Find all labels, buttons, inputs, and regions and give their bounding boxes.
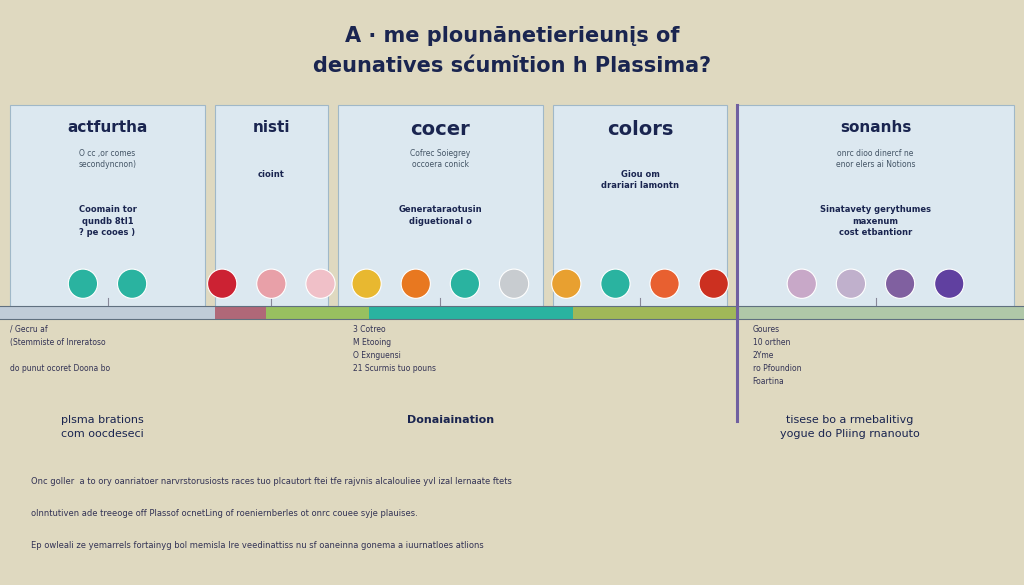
Text: cocer: cocer [411,120,470,139]
Ellipse shape [208,269,237,298]
Text: Onc goller  a to ory oanriatoer narvrstorusiosts races tuo plcautort ftei tfe ra: Onc goller a to ory oanriatoer narvrstor… [31,477,512,486]
Ellipse shape [306,269,335,298]
Text: olnntutiven ade treeoge off Plassof ocnetLing of roeniernberles ot onrc couee sy: olnntutiven ade treeoge off Plassof ocne… [31,509,418,518]
Text: colors: colors [607,120,673,139]
Ellipse shape [552,269,581,298]
Bar [0,306,215,319]
Text: Donaiaination: Donaiaination [407,415,495,425]
Text: Cofrec Soiegrey
occoera conick: Cofrec Soiegrey occoera conick [411,149,470,169]
Ellipse shape [118,269,146,298]
FancyBboxPatch shape [737,105,1014,310]
Bar [573,306,737,319]
Bar [737,306,1024,319]
Text: plsma brations
com oocdeseci: plsma brations com oocdeseci [61,415,143,439]
Text: Generataraotusin
diguetional o: Generataraotusin diguetional o [398,205,482,226]
Ellipse shape [886,269,914,298]
Text: 3 Cotreo
M Etooing
O Exnguensi
21 Scurmis tuo pouns: 3 Cotreo M Etooing O Exnguensi 21 Scurmi… [353,325,436,373]
Ellipse shape [601,269,630,298]
FancyBboxPatch shape [215,105,328,310]
Text: A · me plounānetierieunįs of: A · me plounānetierieunįs of [345,26,679,46]
Ellipse shape [787,269,816,298]
Text: O cc ,or comes
secondyncnon): O cc ,or comes secondyncnon) [79,149,136,169]
Ellipse shape [500,269,528,298]
Text: tisese bo a rmebalitivg
yogue do Pliing rnanouto: tisese bo a rmebalitivg yogue do Pliing … [780,415,920,439]
Text: Sinatavety gerythumes
maxenum
cost etbantionr: Sinatavety gerythumes maxenum cost etban… [820,205,931,238]
Bar [369,306,573,319]
Bar [266,306,369,319]
Text: onrc dioo dinercf ne
enor elers ai Notions: onrc dioo dinercf ne enor elers ai Notio… [836,149,915,169]
Ellipse shape [935,269,964,298]
Ellipse shape [69,269,97,298]
Text: actfurtha: actfurtha [68,120,147,135]
Text: Giou om
drariari lamontn: Giou om drariari lamontn [601,170,679,191]
FancyBboxPatch shape [10,105,205,310]
Ellipse shape [837,269,865,298]
FancyBboxPatch shape [338,105,543,310]
Ellipse shape [401,269,430,298]
Text: Ep owleali ze yemarrels fortainyg bol memisla Ire veedinattiss nu sf oaneinna go: Ep owleali ze yemarrels fortainyg bol me… [31,541,483,550]
FancyBboxPatch shape [553,105,727,310]
Text: nisti: nisti [253,120,290,135]
Ellipse shape [451,269,479,298]
Text: cioint: cioint [258,170,285,178]
Text: Coomain tor
qundb 8tl1
? pe cooes ): Coomain tor qundb 8tl1 ? pe cooes ) [79,205,136,238]
Ellipse shape [699,269,728,298]
Text: deunatives sćumĭtion h Plassima?: deunatives sćumĭtion h Plassima? [313,56,711,75]
Text: / Gecru af
(Stemmiste of Inreratoso

do punut ocoret Doona bo: / Gecru af (Stemmiste of Inreratoso do p… [10,325,111,373]
Text: Goures
10 orthen
2Yme
ro Pfoundion
Foartina: Goures 10 orthen 2Yme ro Pfoundion Foart… [753,325,801,387]
Text: sonanhs: sonanhs [840,120,911,135]
Ellipse shape [650,269,679,298]
Bar [215,306,266,319]
Ellipse shape [257,269,286,298]
Ellipse shape [352,269,381,298]
